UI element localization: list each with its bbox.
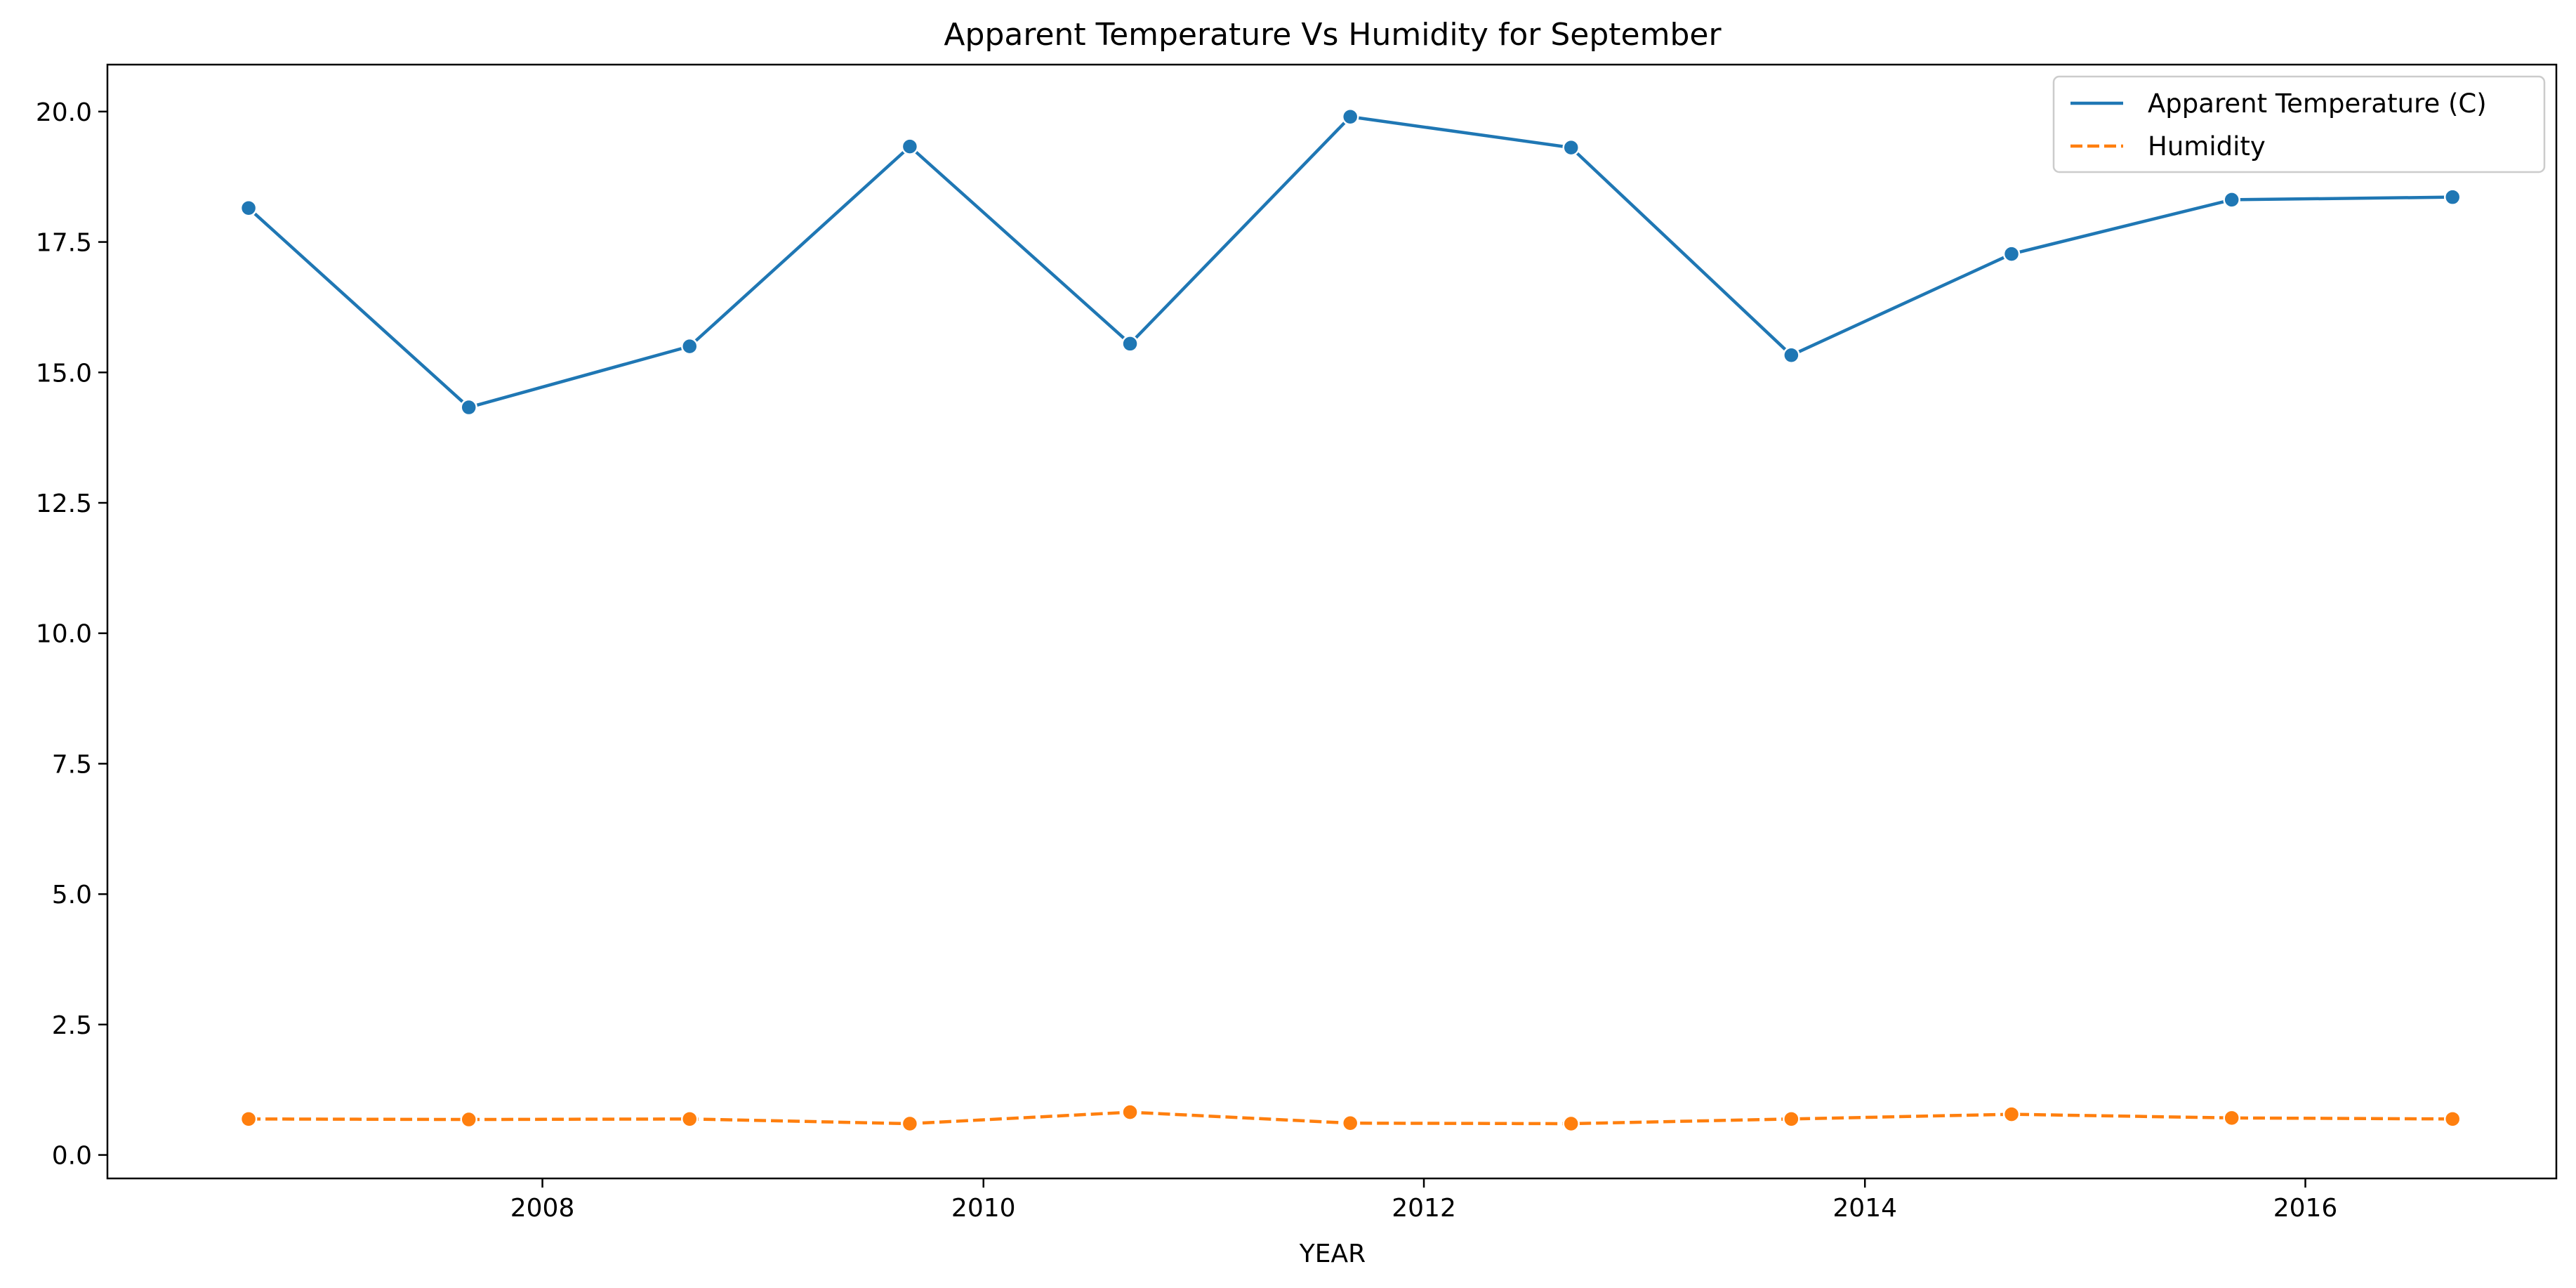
data-point-humidity [2223,1109,2240,1127]
data-point-apparent-temperature [1121,335,1139,353]
data-point-apparent-temperature [2002,245,2021,263]
data-point-humidity [1341,1115,1359,1132]
y-tick-label: 12.5 [36,489,92,518]
y-tick-label: 15.0 [36,359,92,388]
plot-frame [106,63,2558,1180]
data-point-apparent-temperature [460,398,477,416]
data-point-humidity [680,1110,699,1128]
data-point-apparent-temperature [239,199,258,217]
y-tick-label: 7.5 [52,750,92,779]
y-tick-label: 20.0 [36,98,92,127]
x-tick-label: 2012 [1392,1194,1456,1223]
y-tick-label: 10.0 [36,620,92,649]
x-tick-label: 2008 [510,1194,575,1223]
y-tick-label: 0.0 [52,1142,92,1171]
data-point-humidity [1783,1110,1800,1128]
data-point-humidity [2443,1110,2462,1128]
x-tick-label: 2010 [951,1194,1016,1223]
data-point-apparent-temperature [1783,346,1800,364]
data-point-humidity [901,1115,919,1133]
legend-label: Humidity [2148,131,2266,162]
x-axis-label: YEAR [1299,1240,1366,1268]
data-point-humidity [239,1110,258,1128]
legend: Apparent Temperature (C) Humidity [2052,75,2546,173]
y-tick-label: 17.5 [36,229,92,258]
x-tick-label: 2016 [2273,1194,2338,1223]
data-point-apparent-temperature [1562,138,1580,157]
data-point-apparent-temperature [680,337,699,355]
data-point-humidity [2002,1105,2021,1123]
legend-label: Apparent Temperature (C) [2148,88,2487,119]
y-tick-label: 5.0 [52,881,92,909]
data-point-humidity [460,1110,477,1129]
legend-box [2052,75,2546,173]
y-tick-label: 2.5 [52,1011,92,1040]
data-point-apparent-temperature [1341,108,1359,126]
plot-area: 0.0 2.5 5.0 7.5 10.0 12.5 15.0 17.5 20.0 2008 2010… [36,63,2558,1223]
data-point-humidity [1562,1115,1580,1133]
data-point-apparent-temperature [2223,191,2240,209]
x-tick-label: 2014 [1832,1194,1897,1223]
data-point-apparent-temperature [2443,188,2462,206]
data-point-humidity [1121,1103,1139,1121]
chart-title: Apparent Temperature Vs Humidity for Sep… [944,17,1722,53]
data-point-apparent-temperature [901,138,919,155]
